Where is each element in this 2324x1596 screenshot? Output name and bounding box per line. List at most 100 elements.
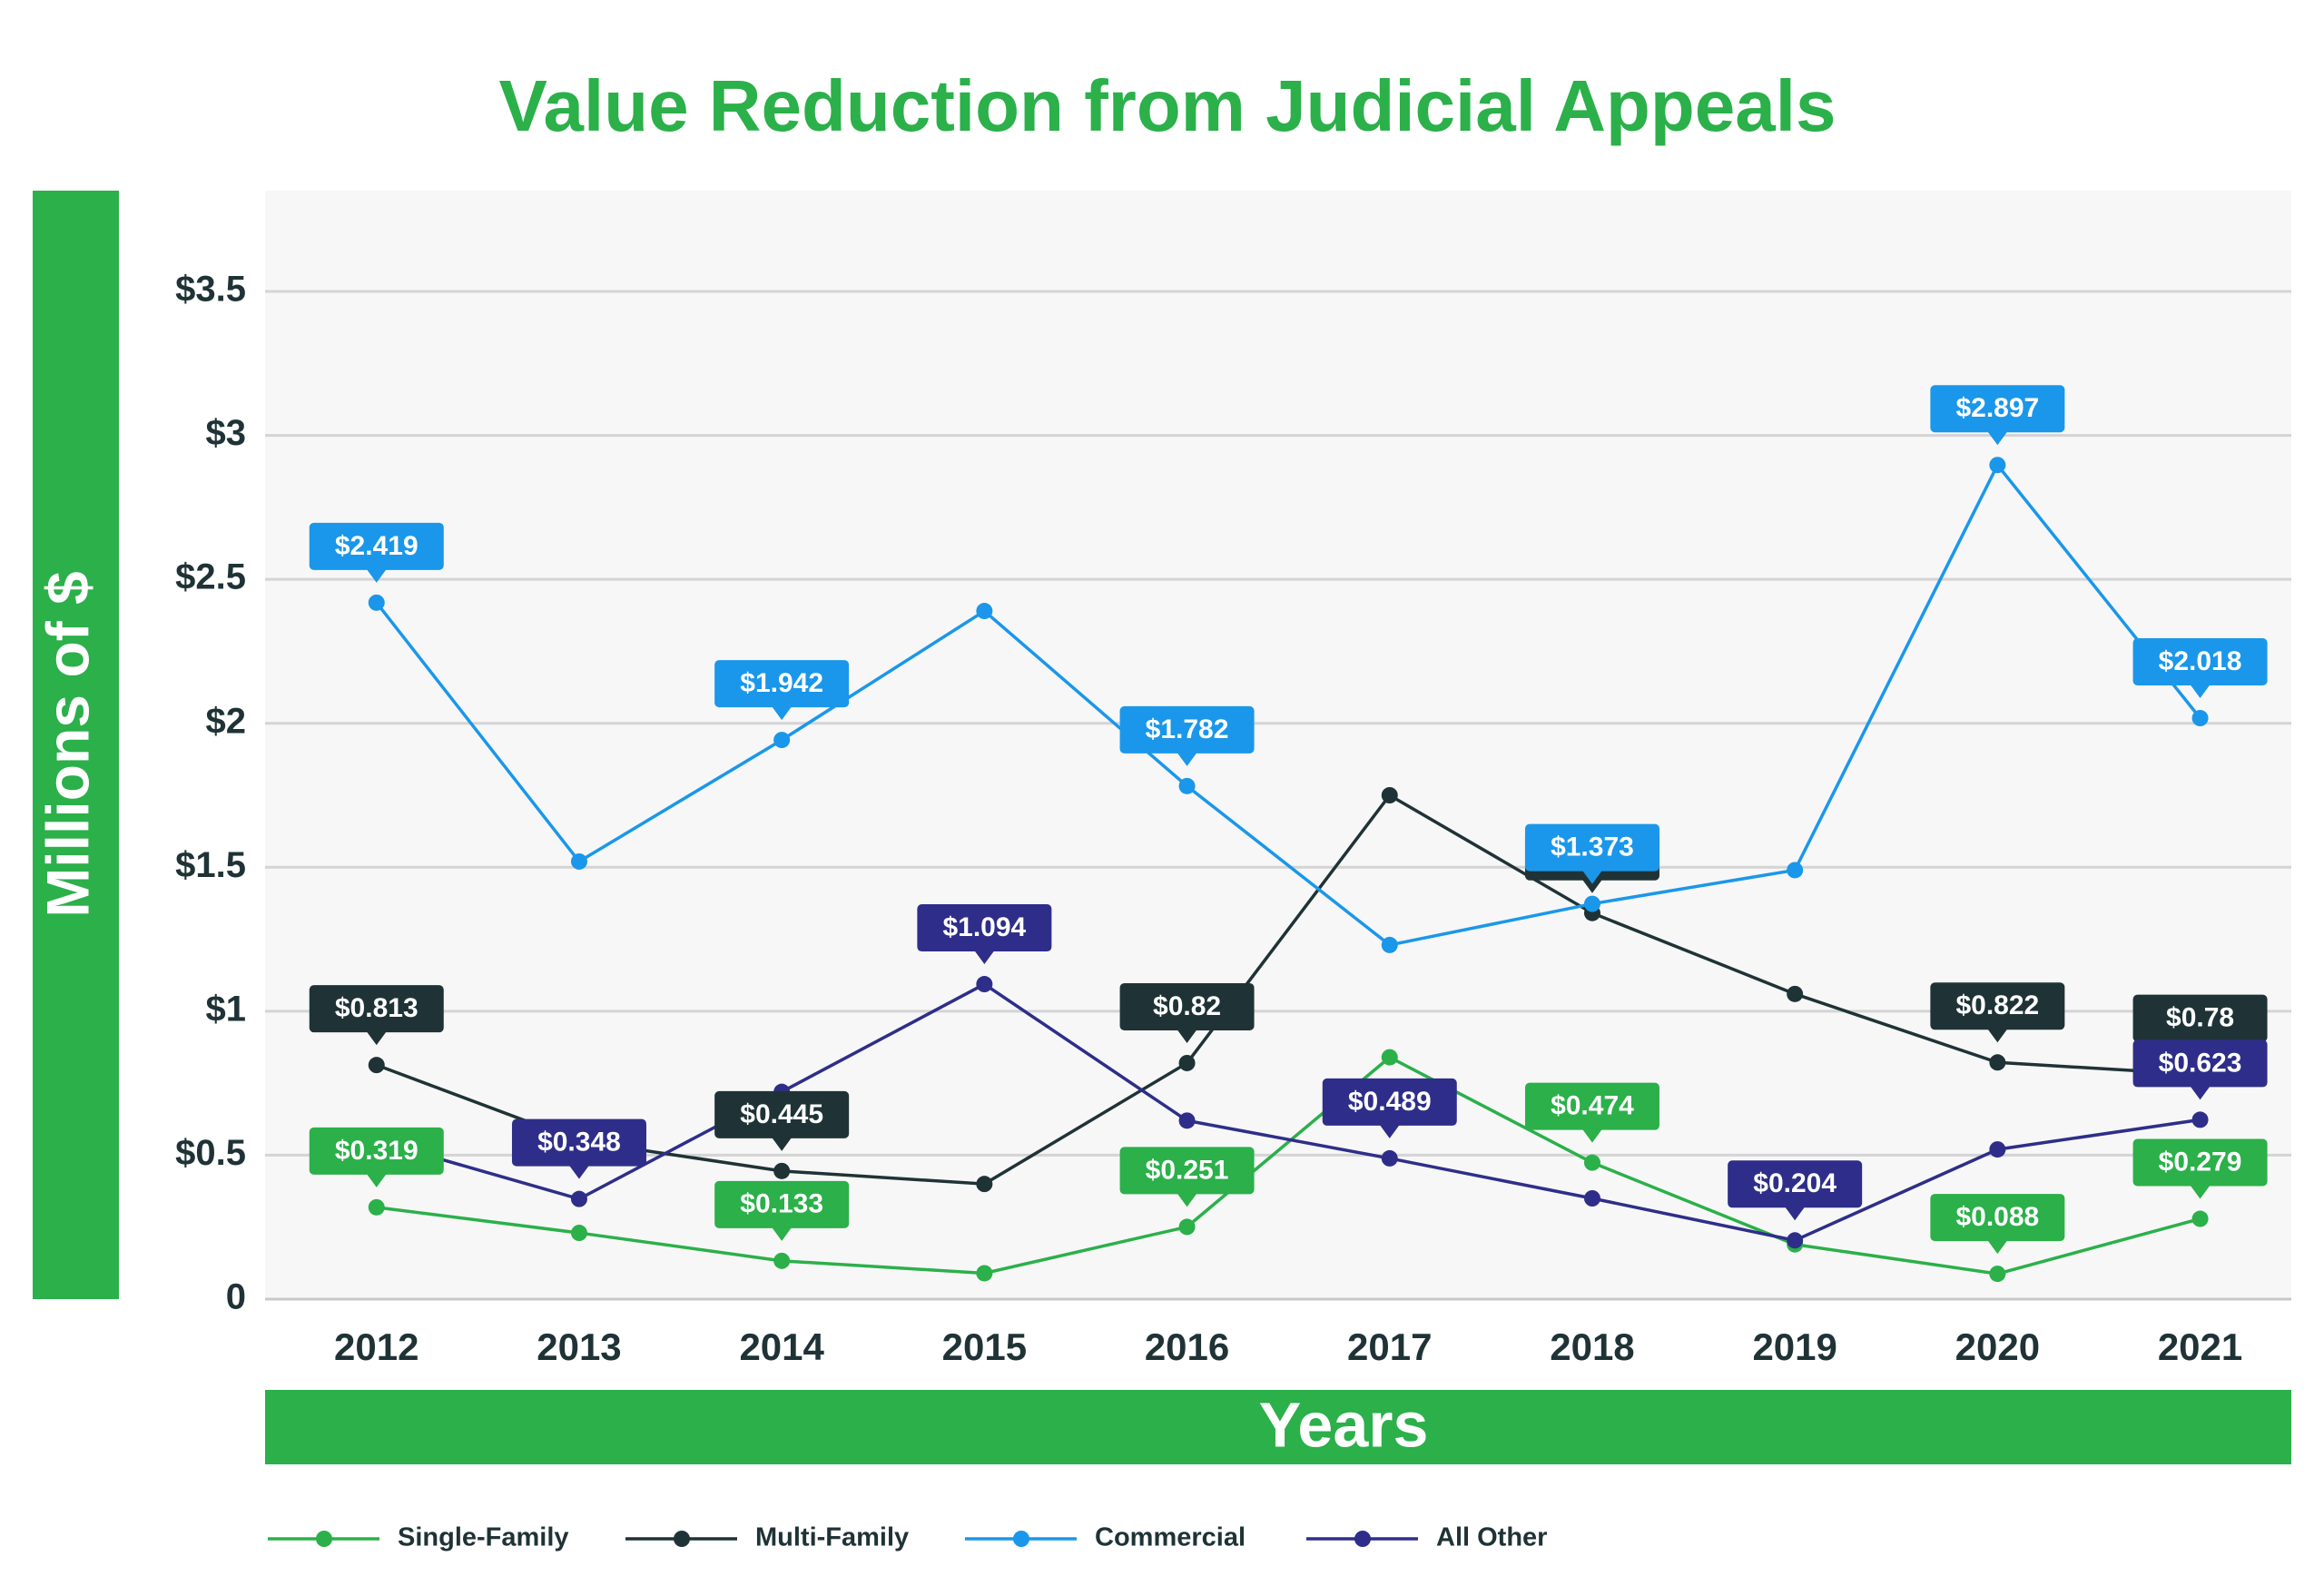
x-tick-label: 2021 (2158, 1325, 2242, 1368)
data-point (773, 732, 791, 749)
data-point (1381, 787, 1398, 803)
data-point (1583, 1190, 1600, 1207)
y-axis-band (33, 191, 119, 1299)
x-tick-label: 2019 (1752, 1325, 1837, 1368)
y-tick-label: $3 (206, 413, 247, 453)
x-tick-label: 2014 (739, 1325, 824, 1368)
label-pointer (772, 1227, 793, 1241)
label-box (1930, 982, 2065, 1030)
data-point (1787, 862, 1804, 879)
x-tick-label: 2018 (1550, 1325, 1634, 1368)
data-point (368, 1198, 385, 1216)
data-label: $1.782 (1146, 714, 1229, 744)
label-box (917, 904, 1052, 952)
legend-marker (674, 1531, 690, 1547)
data-label: $1.373 (1551, 832, 1634, 862)
data-point (773, 1162, 791, 1179)
data-label: $0.279 (2159, 1147, 2242, 1177)
data-point (1178, 777, 1196, 794)
label-box (714, 1180, 850, 1228)
label-box (309, 1127, 444, 1175)
legend-label: Single-Family (398, 1523, 569, 1552)
data-point (2191, 710, 2209, 727)
data-point (976, 976, 993, 993)
legend-marker (316, 1531, 332, 1547)
label-box (714, 660, 850, 708)
data-label: $1.942 (740, 668, 823, 698)
y-tick-label: $0.5 (175, 1133, 246, 1173)
data-point (1989, 1054, 2006, 1071)
data-label: $0.088 (1955, 1202, 2039, 1232)
data-point (976, 603, 993, 620)
data-label: $0.445 (740, 1099, 823, 1129)
label-box (1322, 1078, 1457, 1126)
data-point (773, 1252, 791, 1269)
label-box (1728, 1160, 1863, 1208)
data-point (1381, 1049, 1398, 1066)
label-box (1524, 1082, 1659, 1130)
label-pointer (974, 951, 995, 965)
data-point (1787, 985, 1804, 1002)
label-box (2132, 638, 2268, 686)
data-label: $1.094 (942, 912, 1026, 942)
x-tick-label: 2017 (1347, 1325, 1432, 1368)
label-pointer (366, 568, 387, 583)
label-pointer (772, 706, 793, 721)
legend-label: Commercial (1095, 1523, 1246, 1552)
data-point (1989, 457, 2006, 474)
plot-area (265, 191, 2291, 1299)
label-box (1119, 1147, 1255, 1195)
label-box (1119, 982, 1255, 1030)
label-pointer (1581, 870, 1602, 884)
data-label: $0.813 (335, 993, 419, 1023)
data-label: $0.623 (2159, 1048, 2242, 1078)
label-pointer (1785, 1207, 1806, 1221)
series-line (375, 462, 2201, 947)
data-point (1178, 1112, 1196, 1129)
series-line (376, 982, 2201, 1243)
label-pointer (2190, 1185, 2211, 1199)
label-pointer (1987, 1029, 2008, 1043)
y-tick-label: $2.5 (175, 557, 246, 597)
label-pointer (1987, 431, 2008, 446)
x-tick-label: 2015 (942, 1325, 1027, 1368)
data-label: $0.822 (1955, 990, 2039, 1020)
label-box (1524, 823, 1659, 872)
data-point (1583, 895, 1600, 912)
x-tick-label: 2013 (537, 1325, 621, 1368)
label-box (511, 1118, 646, 1167)
data-label: $0.474 (1551, 1091, 1634, 1121)
data-point (368, 1057, 385, 1074)
data-point (1178, 1218, 1196, 1236)
data-label: $0.319 (335, 1136, 419, 1166)
label-box (2132, 1138, 2268, 1187)
label-box (1930, 1194, 2065, 1242)
legend-label: All Other (1436, 1523, 1547, 1552)
data-point (570, 1225, 587, 1242)
label-pointer (366, 1173, 387, 1187)
label-pointer (1581, 879, 1602, 893)
y-tick-label: $2 (206, 701, 247, 741)
x-axis-title: Years (1259, 1389, 1429, 1460)
label-box (1119, 705, 1255, 754)
data-label: $0.78 (2166, 1003, 2234, 1033)
legend-marker (1013, 1531, 1029, 1547)
x-tick-label: 2016 (1145, 1325, 1229, 1368)
x-tick-label: 2012 (334, 1325, 419, 1368)
data-label: $0.489 (1348, 1087, 1432, 1117)
label-box (309, 522, 444, 570)
data-point (368, 594, 385, 611)
label-box (2132, 1039, 2268, 1088)
data-point (1381, 936, 1398, 953)
data-label: $0.251 (1146, 1155, 1229, 1185)
data-label: $0.204 (1753, 1168, 1837, 1198)
x-tick-label: 2020 (1955, 1325, 2040, 1368)
y-axis-title: Millions of $ (34, 571, 101, 917)
label-pointer (1177, 1193, 1197, 1207)
x-axis-band (265, 1390, 2291, 1464)
legend: Single-Family Multi-Family Commercial All O… (268, 1523, 1547, 1552)
data-label: $0.348 (537, 1128, 621, 1158)
data-point (976, 1265, 993, 1282)
data-label: $2.018 (2159, 646, 2242, 676)
